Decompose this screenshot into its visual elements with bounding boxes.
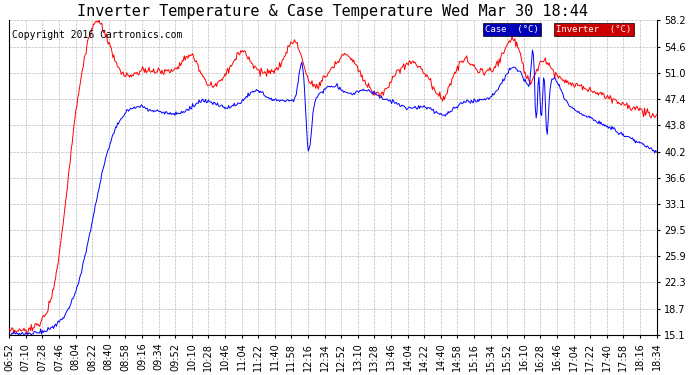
- Title: Inverter Temperature & Case Temperature Wed Mar 30 18:44: Inverter Temperature & Case Temperature …: [77, 4, 589, 19]
- Text: Inverter  (°C): Inverter (°C): [556, 25, 631, 34]
- Text: Copyright 2016 Cartronics.com: Copyright 2016 Cartronics.com: [12, 30, 183, 40]
- Text: Case  (°C): Case (°C): [485, 25, 539, 34]
